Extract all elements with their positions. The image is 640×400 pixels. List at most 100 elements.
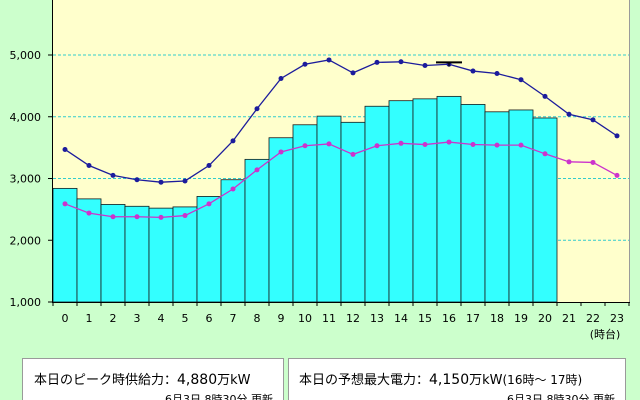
magenta-line-point-hour-22 — [590, 159, 596, 165]
blue-line-point-hour-19 — [518, 77, 524, 83]
x-tick-label: 10 — [298, 312, 312, 325]
peak-supply-line: 本日のピーク時供給力：4,880万kW — [34, 372, 251, 389]
y-tick-label: 4,000 — [10, 111, 42, 124]
blue-line-point-hour-5 — [182, 178, 188, 184]
x-tick-label: 22 — [586, 312, 600, 325]
bar-hour-16 — [436, 95, 462, 303]
x-tick-label: 13 — [370, 312, 384, 325]
x-tick-label: 20 — [538, 312, 552, 325]
magenta-line-point-hour-1 — [86, 210, 92, 216]
magenta-line-point-hour-15 — [422, 142, 428, 148]
x-tick-label: 9 — [278, 312, 285, 325]
forecast-peak-demand-time: (16時～ 17時) — [502, 373, 583, 387]
magenta-line-point-hour-18 — [494, 142, 500, 148]
blue-line-point-hour-10 — [302, 61, 308, 67]
x-tick-label: 21 — [562, 312, 576, 325]
magenta-line-point-hour-2 — [110, 214, 116, 220]
x-tick-label: 2 — [110, 312, 117, 325]
blue-line-point-hour-17 — [470, 68, 476, 74]
x-tick-label: 23 — [610, 312, 624, 325]
magenta-line-point-hour-9 — [278, 149, 284, 155]
magenta-line-point-hour-3 — [134, 214, 140, 220]
magenta-line-point-hour-13 — [374, 143, 380, 149]
peak-supply-label: 本日のピーク時供給力： — [34, 373, 178, 388]
bar-hour-13 — [364, 105, 390, 303]
y-tick-label: 3,000 — [10, 173, 42, 186]
blue-line-point-hour-20 — [542, 93, 548, 99]
magenta-line-point-hour-10 — [302, 143, 308, 149]
forecast-peak-demand-updated: 6月3日 8時30分 更新 — [507, 393, 615, 400]
x-tick-label: 17 — [466, 312, 480, 325]
peak-supply-unit: 万kW — [217, 373, 251, 388]
magenta-line-point-hour-23 — [614, 172, 620, 178]
blue-line-point-hour-0 — [62, 146, 68, 152]
bar-hour-12 — [340, 121, 366, 303]
blue-line-point-hour-6 — [206, 163, 212, 169]
bar-hour-18 — [484, 111, 510, 303]
bar-hour-2 — [100, 204, 126, 303]
bar-hour-9 — [268, 137, 294, 303]
blue-line-point-hour-18 — [494, 71, 500, 77]
blue-line-point-hour-22 — [590, 117, 596, 123]
blue-line-point-hour-23 — [614, 133, 620, 139]
x-tick-label: 7 — [230, 312, 237, 325]
magenta-line-point-hour-8 — [254, 167, 260, 173]
magenta-line — [64, 141, 618, 219]
magenta-line-point-hour-12 — [350, 151, 356, 157]
magenta-line-point-hour-6 — [206, 201, 212, 207]
forecast-peak-demand-value: 4,150 — [429, 372, 470, 388]
magenta-line-point-hour-5 — [182, 213, 188, 219]
x-tick-label: 5 — [182, 312, 189, 325]
bar-hour-5 — [172, 206, 198, 303]
x-tick-label: 18 — [490, 312, 504, 325]
magenta-line-point-hour-21 — [566, 159, 572, 165]
magenta-line-point-hour-11 — [326, 141, 332, 147]
x-tick-label: 3 — [134, 312, 141, 325]
bar-hour-7 — [220, 179, 246, 303]
peak-supply-box: 本日のピーク時供給力：4,880万kW 6月3日 8時30分 更新 — [22, 358, 284, 400]
blue-line — [64, 59, 618, 183]
blue-line-point-hour-2 — [110, 172, 116, 178]
bar-hour-6 — [196, 196, 222, 303]
bar-hour-10 — [292, 124, 318, 303]
blue-line-point-hour-13 — [374, 59, 380, 65]
blue-line-point-hour-9 — [278, 75, 284, 81]
blue-line-point-hour-15 — [422, 62, 428, 68]
magenta-line-point-hour-7 — [230, 186, 236, 192]
blue-line-point-hour-8 — [254, 106, 260, 112]
x-tick-label: 11 — [322, 312, 336, 325]
magenta-line-point-hour-4 — [158, 214, 164, 220]
bar-hour-19 — [508, 109, 534, 303]
y-tick-label: 5,000 — [10, 49, 42, 62]
x-tick-label: 12 — [346, 312, 360, 325]
magenta-line-point-hour-16 — [446, 139, 452, 145]
blue-line-point-hour-12 — [350, 70, 356, 76]
bar-hour-14 — [388, 100, 414, 303]
forecast-peak-demand-label: 本日の予想最大電力： — [299, 373, 430, 388]
bar-hour-4 — [148, 207, 174, 303]
magenta-line-point-hour-0 — [62, 201, 68, 207]
magenta-line-point-hour-20 — [542, 151, 548, 157]
bar-hour-17 — [460, 104, 486, 303]
bar-hour-8 — [244, 158, 270, 303]
blue-line-point-hour-21 — [566, 111, 572, 117]
bar-hour-1 — [76, 198, 102, 303]
blue-line-point-hour-3 — [134, 177, 140, 183]
blue-line-point-hour-11 — [326, 57, 332, 63]
x-tick-label: 6 — [206, 312, 213, 325]
x-tick-label: 8 — [254, 312, 261, 325]
x-tick-label: 1 — [86, 312, 93, 325]
blue-line-point-hour-14 — [398, 59, 404, 65]
forecast-peak-demand-box: 本日の予想最大電力：4,150万kW(16時～ 17時) 6月3日 8時30分 … — [288, 358, 626, 400]
x-tick-label: 15 — [418, 312, 432, 325]
blue-line-point-hour-1 — [86, 163, 92, 169]
x-tick-label: 14 — [394, 312, 408, 325]
x-tick-label: 19 — [514, 312, 528, 325]
peak-supply-value: 4,880 — [177, 372, 218, 388]
x-tick-label: 16 — [442, 312, 456, 325]
bar-hour-3 — [124, 205, 150, 303]
x-tick-label: 0 — [62, 312, 69, 325]
x-axis-label: (時台) — [590, 327, 621, 341]
blue-line-point-hour-4 — [158, 179, 164, 185]
